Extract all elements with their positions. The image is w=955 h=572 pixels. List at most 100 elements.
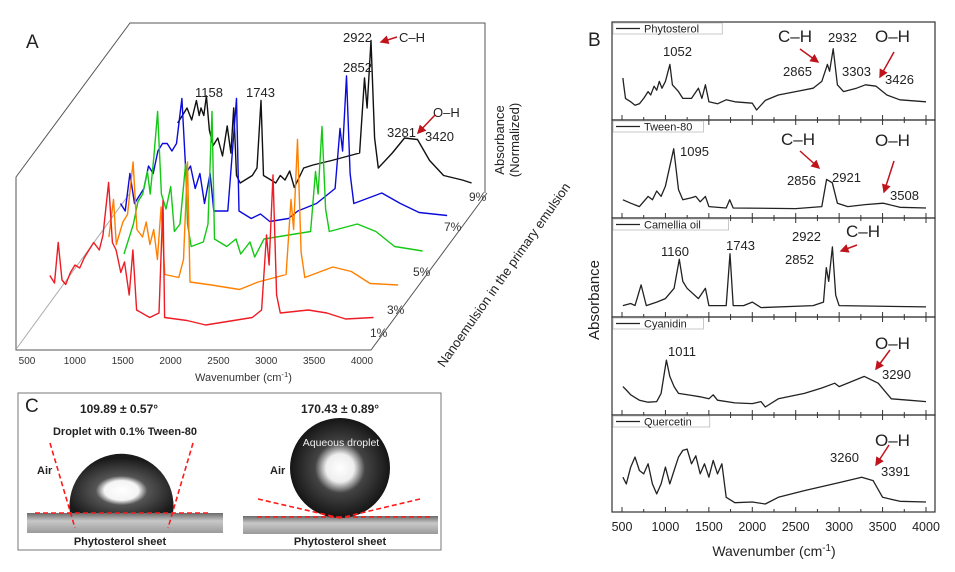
panel-b-x-axis-title: Wavenumber (cm-1) <box>712 543 835 560</box>
annotation-3420: 3420 <box>425 129 454 144</box>
panel-a: A 1% 3% 5% 7% 9% 500 1000 1500 2000 2500 3000 3500… <box>15 22 573 385</box>
contact-angle-image-left: 109.89 ± 0.57° Droplet with 0.1% Tween-8… <box>27 402 223 548</box>
tangent-lines <box>257 498 430 519</box>
annotation: C–H <box>846 222 880 241</box>
panel-b-label: B <box>588 30 601 51</box>
annotation: 3391 <box>881 464 910 479</box>
arrow-icon <box>882 160 895 194</box>
x-tick-label: 2000 <box>738 520 766 534</box>
arrow-icon <box>839 244 858 253</box>
annotation: O–H <box>875 131 910 150</box>
series-label: 5% <box>413 265 431 279</box>
x-tick-label: 4000 <box>351 356 374 367</box>
series-label: 3% <box>387 303 405 317</box>
series-line-9pct <box>177 39 472 189</box>
spectrum-line <box>622 148 927 210</box>
annotation-1158: 1158 <box>195 85 223 100</box>
spectrum-line <box>622 448 927 505</box>
droplet <box>290 418 390 518</box>
panel-a-x-ticks: 500 1000 1500 2000 2500 3000 3500 4000 <box>19 356 374 367</box>
panel-b-subplots: Phytosterol Tween-80 Camellia oil Cyanidin Q… <box>611 21 940 534</box>
arrow-icon <box>879 51 895 79</box>
x-tick-label: 1000 <box>64 356 87 367</box>
panel-a-y-axis-title: Absorbance(Normalized) <box>492 103 522 177</box>
contact-angle-image-right: 170.43 ± 0.89° Aqueous droplet Air Phyto… <box>243 402 438 548</box>
front-frame <box>15 177 488 351</box>
annotation: 2922 <box>792 229 821 244</box>
arrow-icon <box>875 444 890 467</box>
subplot-camellia-oil: Camellia oil <box>611 217 936 318</box>
air-label-left: Air <box>37 465 53 477</box>
annotation-3281: 3281 <box>387 125 416 140</box>
x-tick-label: 2500 <box>782 520 810 534</box>
annotation: O–H <box>875 334 910 353</box>
annotation: O–H <box>875 27 910 46</box>
panel-b-annotations: 1052 C–H 2932 O–H 2865 3303 3426 1095 C–… <box>661 27 919 479</box>
subplot-tween-80: Tween-80 <box>611 119 936 219</box>
phytosterol-sheet <box>27 513 223 533</box>
series-line-1pct <box>49 174 374 326</box>
spectrum-line <box>622 246 927 309</box>
annotation: C–H <box>778 27 812 46</box>
subplot-frame <box>611 217 936 318</box>
x-tick-label: 500 <box>19 356 36 367</box>
arrow-icon <box>799 150 821 170</box>
series-line-3pct <box>108 138 399 291</box>
x-tick-label: 3000 <box>255 356 278 367</box>
subplot-cyanidin: Cyanidin <box>611 316 936 416</box>
spectrum-line <box>622 48 927 111</box>
annotation: 1743 <box>726 238 755 253</box>
legend-box <box>612 317 704 330</box>
annotation: 3508 <box>890 188 919 203</box>
annotation: C–H <box>781 130 815 149</box>
spectrum-line <box>622 359 927 408</box>
annotation-1743: 1743 <box>246 85 275 100</box>
legend-box <box>612 218 729 231</box>
panel-a-z-axis-title: Nanoemulsion in the primary emulsion <box>434 180 573 370</box>
series-label: 7% <box>444 220 462 234</box>
annotation: 2852 <box>785 252 814 267</box>
x-tick-label: 1500 <box>112 356 135 367</box>
droplet-label-right: Aqueous droplet <box>303 437 380 449</box>
legend-box <box>612 415 711 428</box>
annotation: 3290 <box>882 367 911 382</box>
series-label: 1% <box>370 326 388 340</box>
annotation-2852: 2852 <box>343 60 372 75</box>
panel-a-frame <box>15 22 488 351</box>
panel-a-series: 1% 3% 5% 7% 9% <box>49 39 487 340</box>
series-line-5pct <box>123 110 423 258</box>
x-tick-label: 2000 <box>159 356 182 367</box>
arrow-icon <box>379 35 398 45</box>
legend-box <box>612 22 723 35</box>
legend-label: Camellia oil <box>644 220 701 232</box>
x-tick-label: 3500 <box>869 520 897 534</box>
panel-b-y-axis-title: Absorbance <box>586 260 603 340</box>
arrow-icon <box>875 349 891 371</box>
legend-label: Tween-80 <box>644 122 692 134</box>
annotation: 2932 <box>828 30 857 45</box>
panel-a-x-axis-title: Wavenumber (cm-1) <box>195 370 292 385</box>
series-label: 9% <box>469 190 487 204</box>
tangent-lines <box>35 442 210 529</box>
x-tick-label: 3500 <box>303 356 326 367</box>
annotation-o-h: O–H <box>433 105 460 120</box>
series-line-7pct <box>119 75 448 223</box>
droplet <box>69 453 174 513</box>
annotation: 3260 <box>830 450 859 465</box>
air-label-right: Air <box>270 465 286 477</box>
phytosterol-sheet <box>243 516 438 534</box>
arrow-icon <box>416 114 436 135</box>
subplot-phytosterol: Phytosterol <box>611 21 936 121</box>
x-tick-label: 2500 <box>207 356 230 367</box>
legend-label: Cyanidin <box>644 319 687 331</box>
panel-a-label: A <box>26 32 39 53</box>
sheet-label-right: Phytosterol sheet <box>294 536 387 548</box>
panel-c-label: C <box>25 396 39 417</box>
x-tick-label: 1000 <box>652 520 680 534</box>
annotation-2922: 2922 <box>343 30 372 45</box>
x-tick-label: 500 <box>612 520 633 534</box>
legend-label: Quercetin <box>644 417 692 429</box>
annotation: 2921 <box>832 170 861 185</box>
annotation: 3303 <box>842 64 871 79</box>
